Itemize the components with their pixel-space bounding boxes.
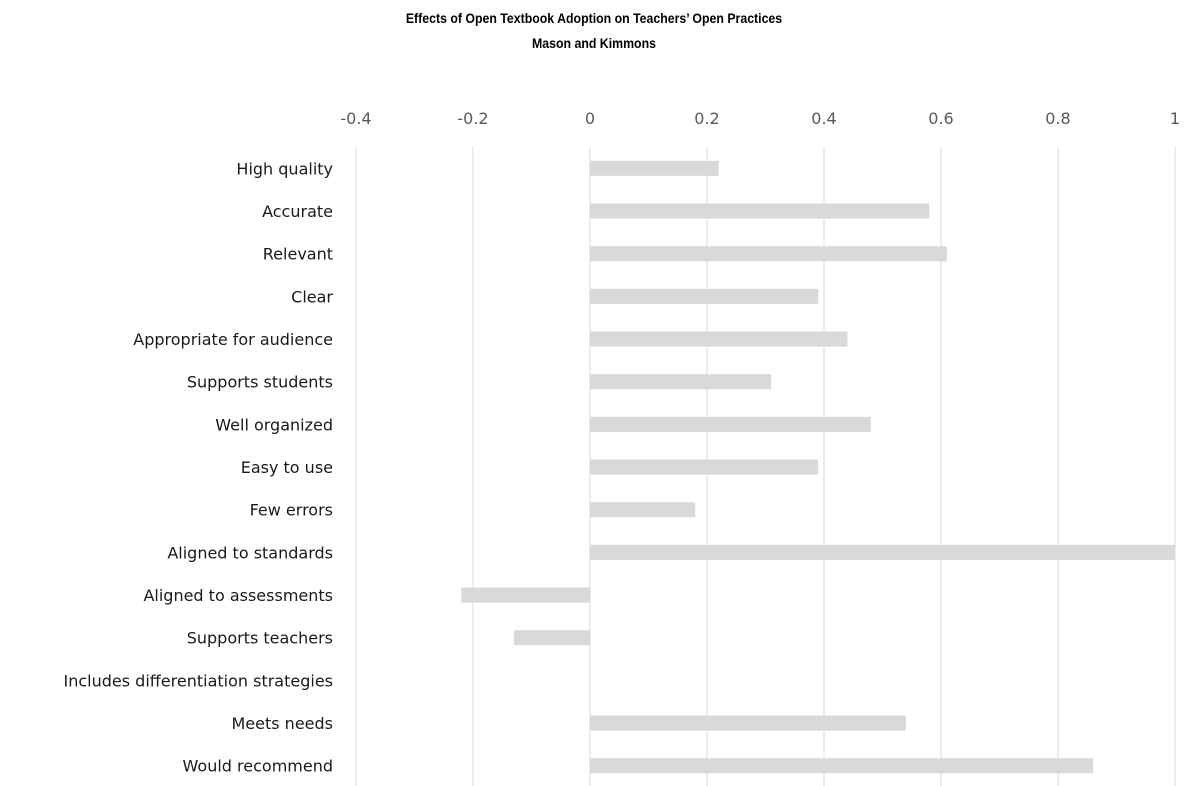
x-tick-label: -0.4 [340,109,371,128]
x-tick-label: 0.6 [928,109,953,128]
x-tick-label: -0.2 [457,109,488,128]
bar [590,715,906,731]
x-tick-label: 0.8 [1045,109,1070,128]
bar [590,544,1175,560]
bar [590,374,772,390]
category-labels: High quality Accurate Relevant Clear Appropr… [64,159,334,775]
bar [590,502,696,518]
category-label: Clear [291,287,333,306]
category-label: Relevant [263,245,333,264]
category-label: High quality [236,159,333,178]
bar [590,331,848,347]
bar [590,459,819,475]
bar [590,288,819,304]
category-label: Well organized [215,415,333,434]
category-label: Supports teachers [187,629,333,648]
category-label: Aligned to standards [167,543,333,562]
bar [590,758,1094,774]
category-label: Would recommend [183,757,333,776]
category-label: Easy to use [241,458,333,477]
category-label: Accurate [262,202,333,221]
bars [461,160,1175,774]
bar [513,630,590,646]
category-label: Includes differentiation strategies [64,671,334,690]
x-tick-label: 0.4 [811,109,836,128]
category-label: Appropriate for audience [133,330,333,349]
x-axis-ticks: -0.4 -0.2 0 0.2 0.4 0.6 0.8 1 [340,109,1180,128]
category-label: Supports students [187,373,333,392]
bar [590,160,719,176]
chart-subtitle: Mason and Kimmons [532,35,656,51]
x-tick-label: 0.2 [694,109,719,128]
category-label: Few errors [250,501,333,520]
x-tick-label: 0 [585,109,595,128]
category-label: Aligned to assessments [143,586,333,605]
bar [461,587,590,603]
x-tick-label: 1 [1170,109,1180,128]
bar [590,416,871,432]
chart-title: Effects of Open Textbook Adoption on Tea… [405,10,783,26]
bar [590,203,930,219]
category-label: Meets needs [231,714,333,733]
bar [590,246,947,262]
